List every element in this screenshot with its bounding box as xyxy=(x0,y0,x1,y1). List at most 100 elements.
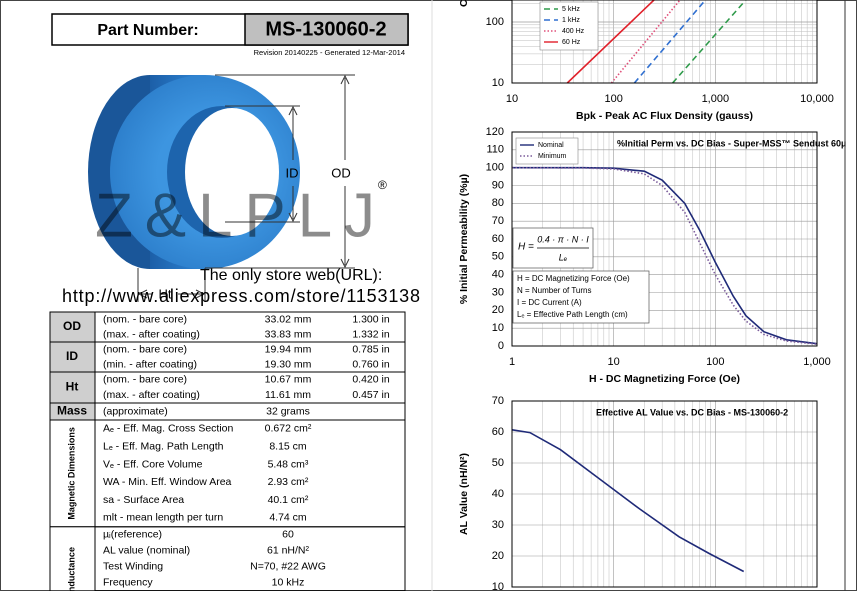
row-value: 61 nH/N² xyxy=(267,545,310,557)
y-tick-label: 20 xyxy=(492,304,504,316)
y-tick-label: 70 xyxy=(492,215,504,227)
y-tick-label: 50 xyxy=(492,251,504,263)
legend-label: 400 Hz xyxy=(562,28,585,35)
data-line xyxy=(566,0,655,83)
legend-box xyxy=(515,137,579,165)
x-tick-label: 1 xyxy=(509,356,515,368)
row-value: 60 xyxy=(282,529,294,541)
row-value-inch: 0.457 in xyxy=(352,389,390,401)
legend-label: Minimum xyxy=(538,153,567,160)
group-label: Mass xyxy=(57,404,87,418)
x-tick-label: 100 xyxy=(604,93,622,105)
row-description: (nom. - bare core) xyxy=(103,374,187,386)
row-value: 2.93 cm² xyxy=(268,476,309,488)
y-tick-label: 10 xyxy=(492,322,504,334)
y-axis-label: % Initial Permeability (%µ) xyxy=(458,174,470,304)
row-value: 40.1 cm² xyxy=(268,494,309,506)
row-value: 10 kHz xyxy=(272,577,305,589)
x-axis-label: Bpk - Peak AC Flux Density (gauss) xyxy=(576,110,753,122)
part-number-cell xyxy=(244,13,409,46)
row-value-inch: 0.760 in xyxy=(352,358,390,370)
plot-layer xyxy=(512,132,817,346)
formula-numerator: 0.4 · π · N · I xyxy=(537,234,589,244)
row-description: (max. - after coating) xyxy=(103,328,200,340)
row-description: Frequency xyxy=(103,577,153,589)
part-label: Part Number: xyxy=(97,22,198,39)
row-value: 19.30 mm xyxy=(265,358,312,370)
group-label: Ht xyxy=(66,380,79,394)
row-description: (approximate) xyxy=(103,405,168,417)
legend-label: 1 kHz xyxy=(562,17,580,24)
x-tick-label: 100 xyxy=(706,356,724,368)
data-line xyxy=(512,166,817,345)
plot-frame xyxy=(511,0,818,84)
y-tick-label: 0 xyxy=(498,340,504,352)
y-tick-label: 10 xyxy=(492,581,504,591)
row-description: µᵢ(reference) xyxy=(103,529,162,541)
y-tick-label: 60 xyxy=(492,233,504,245)
plot-frame xyxy=(511,131,818,347)
row-value: 0.672 cm² xyxy=(265,423,312,435)
row-value: 4.74 cm xyxy=(269,512,307,524)
y-axis-label: Core Loss xyxy=(458,0,470,7)
definition: N = Number of Turns xyxy=(517,286,591,295)
watermark-mark: ® xyxy=(378,178,387,192)
row-description: Test Winding xyxy=(103,561,163,573)
y-tick-label: 50 xyxy=(492,457,504,469)
y-tick-label: 110 xyxy=(486,144,504,156)
id-label: ID xyxy=(286,165,299,180)
data-line xyxy=(610,0,681,83)
row-description: Vₑ - Eff. Core Volume xyxy=(103,458,203,470)
row-value: 32 grams xyxy=(266,405,310,417)
group-label: Magnetic Dimensions xyxy=(66,427,76,520)
y-tick-label: 40 xyxy=(492,269,504,281)
row-description: WA - Min. Eff. Window Area xyxy=(103,476,232,488)
row-value-inch: 0.420 in xyxy=(352,374,390,386)
row-description: AL value (nominal) xyxy=(103,545,190,557)
legend-label: 60 Hz xyxy=(562,39,581,46)
data-line xyxy=(512,429,745,573)
y-tick-label: 60 xyxy=(492,426,504,438)
formula-lhs: H = xyxy=(518,242,534,253)
row-description: Aₑ - Eff. Mag. Cross Section xyxy=(103,423,233,435)
row-value: 8.15 cm xyxy=(269,440,307,452)
y-tick-label: 120 xyxy=(486,126,504,138)
y-axis-label: AL Value (nH/N²) xyxy=(458,453,470,535)
row-value-inch: 0.785 in xyxy=(352,343,390,355)
legend-label: 5 kHz xyxy=(562,6,580,13)
group-label-cell xyxy=(49,419,96,528)
row-value: 10.67 mm xyxy=(265,374,312,386)
x-axis-label: H - DC Magnetizing Force (Oe) xyxy=(589,373,740,385)
y-tick-label: 100 xyxy=(486,162,504,174)
row-value: 33.02 mm xyxy=(265,313,312,325)
definition: I = DC Current (A) xyxy=(517,298,582,307)
data-line xyxy=(633,0,707,83)
y-tick-label: 80 xyxy=(492,197,504,209)
y-tick-label: 90 xyxy=(492,179,504,191)
x-tick-label: 10 xyxy=(506,93,518,105)
group-label: ID xyxy=(66,349,78,363)
row-description: (nom. - bare core) xyxy=(103,343,187,355)
chart-title: Effective AL Value vs. DC Bias - MS-1300… xyxy=(596,407,788,417)
row-value: N=70, #22 AWG xyxy=(250,561,326,573)
plot-frame xyxy=(511,400,818,588)
y-tick-label: 20 xyxy=(492,550,504,562)
definition: H = DC Magnetizing Force (Oe) xyxy=(517,274,630,283)
row-description: Lₑ - Eff. Mag. Path Length xyxy=(103,440,224,452)
x-tick-label: 10,000 xyxy=(800,93,834,105)
row-value-inch: 1.300 in xyxy=(352,313,390,325)
od-label: OD xyxy=(331,165,351,180)
group-label: Inductance xyxy=(66,547,76,591)
toroid-illustration xyxy=(88,75,300,269)
chart-title: %Initial Perm vs. DC Bias - Super-MSS™ S… xyxy=(617,138,846,148)
definitions-box xyxy=(512,270,650,324)
row-value-inch: 1.332 in xyxy=(352,328,390,340)
store-url: http://www.aliexpress.com/store/1153138 xyxy=(62,286,420,306)
row-description: sa - Surface Area xyxy=(103,494,184,506)
y-tick-label: 10 xyxy=(492,77,504,89)
legend-label: Nominal xyxy=(538,142,564,149)
data-line xyxy=(672,0,747,83)
x-tick-label: 10 xyxy=(608,356,620,368)
y-tick-label: 30 xyxy=(492,286,504,298)
x-tick-label: 1,000 xyxy=(803,356,831,368)
